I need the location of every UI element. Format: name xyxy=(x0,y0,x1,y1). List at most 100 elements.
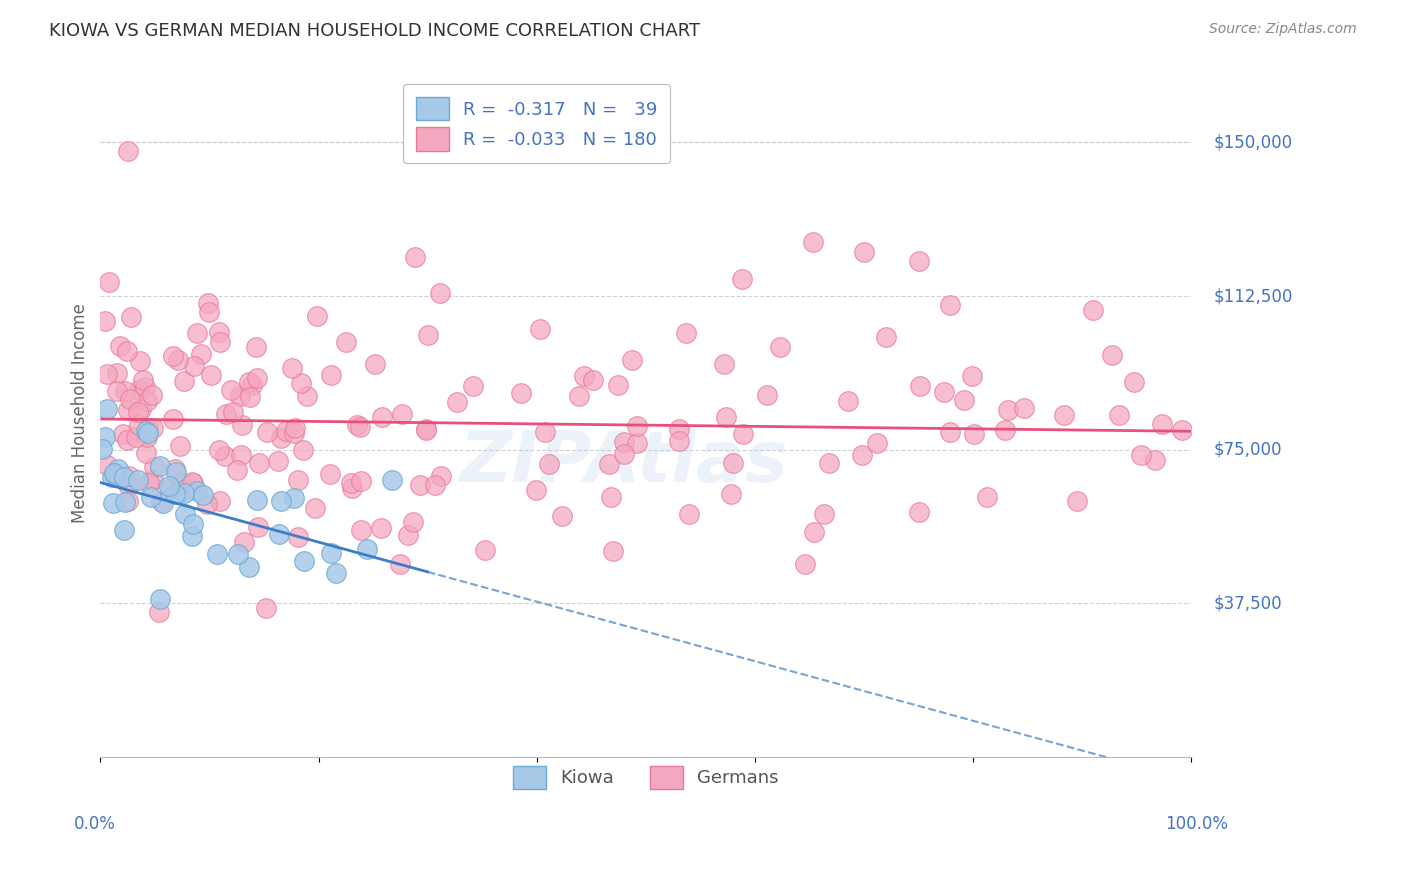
Point xyxy=(135,424,157,438)
Point xyxy=(190,347,212,361)
Point xyxy=(98,275,121,289)
Point xyxy=(818,456,841,470)
Point xyxy=(678,507,700,521)
Point xyxy=(304,501,326,516)
Point xyxy=(214,449,236,463)
Point xyxy=(720,487,742,501)
Point xyxy=(404,250,426,264)
Point xyxy=(228,547,250,561)
Point xyxy=(129,353,152,368)
Point xyxy=(1152,417,1174,431)
Point xyxy=(287,473,309,487)
Text: ZIPAtlas: ZIPAtlas xyxy=(460,427,789,497)
Point xyxy=(626,435,648,450)
Point xyxy=(152,496,174,510)
Point xyxy=(165,462,187,476)
Point xyxy=(93,430,115,444)
Point xyxy=(953,392,976,407)
Point xyxy=(114,495,136,509)
Point xyxy=(713,357,735,371)
Point xyxy=(114,384,136,398)
Point xyxy=(529,322,551,336)
Point xyxy=(283,491,305,505)
Point xyxy=(103,467,125,481)
Point xyxy=(295,389,318,403)
Point xyxy=(127,473,149,487)
Point xyxy=(173,375,195,389)
Text: $112,500: $112,500 xyxy=(1213,287,1292,305)
Point xyxy=(180,529,202,543)
Point xyxy=(120,310,142,324)
Point xyxy=(768,340,790,354)
Point xyxy=(229,389,252,403)
Point xyxy=(716,409,738,424)
Point xyxy=(127,405,149,419)
Point xyxy=(283,426,305,441)
Point xyxy=(391,407,413,421)
Point xyxy=(381,473,404,487)
Point xyxy=(409,478,432,492)
Point xyxy=(169,484,191,499)
Point xyxy=(388,557,411,571)
Point xyxy=(346,418,368,433)
Point xyxy=(270,431,292,445)
Point xyxy=(169,475,191,490)
Point xyxy=(197,295,219,310)
Point xyxy=(135,430,157,444)
Point xyxy=(793,557,815,571)
Point xyxy=(371,409,394,424)
Point xyxy=(174,507,197,521)
Point xyxy=(602,544,624,558)
Point xyxy=(135,446,157,460)
Text: 0.0%: 0.0% xyxy=(75,814,115,832)
Point xyxy=(93,313,115,327)
Point xyxy=(139,490,162,504)
Point xyxy=(104,467,127,482)
Point xyxy=(321,546,343,560)
Point xyxy=(222,405,245,419)
Point xyxy=(1066,494,1088,508)
Point xyxy=(290,376,312,391)
Point xyxy=(287,530,309,544)
Point xyxy=(1012,401,1035,415)
Point xyxy=(162,412,184,426)
Point xyxy=(733,427,755,442)
Point xyxy=(866,436,889,450)
Point xyxy=(801,235,824,249)
Point xyxy=(803,524,825,539)
Point xyxy=(350,474,373,488)
Point xyxy=(186,326,208,341)
Point xyxy=(356,541,378,556)
Point xyxy=(132,374,155,388)
Point xyxy=(148,605,170,619)
Point xyxy=(1081,302,1104,317)
Point xyxy=(162,349,184,363)
Point xyxy=(620,352,643,367)
Point xyxy=(446,395,468,409)
Point xyxy=(180,475,202,490)
Point xyxy=(284,421,307,435)
Point xyxy=(247,456,270,470)
Point xyxy=(219,383,242,397)
Point xyxy=(181,476,204,491)
Point xyxy=(851,448,873,462)
Point xyxy=(138,476,160,491)
Point xyxy=(599,490,621,504)
Point xyxy=(207,547,229,561)
Point xyxy=(181,517,204,532)
Point xyxy=(115,344,138,359)
Point xyxy=(281,361,304,376)
Point xyxy=(225,463,247,477)
Point xyxy=(675,326,697,340)
Point xyxy=(668,434,690,448)
Point xyxy=(908,506,931,520)
Point xyxy=(117,494,139,508)
Point xyxy=(195,497,218,511)
Point xyxy=(429,285,451,300)
Point xyxy=(598,457,620,471)
Point xyxy=(231,448,253,462)
Point xyxy=(731,272,754,286)
Point xyxy=(165,487,187,501)
Point xyxy=(136,421,159,435)
Point xyxy=(415,423,437,437)
